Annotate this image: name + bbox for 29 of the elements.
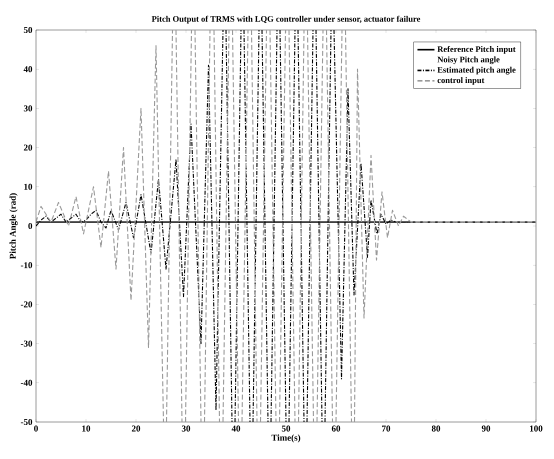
x-tick-label: 20 [132, 426, 140, 432]
legend-label: control input [438, 77, 484, 85]
y-tick-label: -10 [20, 262, 32, 268]
legend-label: Reference Pitch input [437, 46, 516, 54]
y-tick-label: 30 [24, 105, 32, 112]
x-tick-label: 40 [232, 426, 240, 432]
y-tick-label: -40 [20, 380, 32, 386]
y-tick-label: 40 [24, 66, 32, 72]
y-tick-label: -20 [20, 301, 32, 308]
y-tick-label: 20 [24, 144, 32, 151]
x-tick-label: 10 [82, 426, 90, 432]
y-tick-label: -50 [20, 418, 32, 426]
x-tick-label: 0 [34, 426, 38, 432]
legend-label: Estimated pitch angle [437, 66, 516, 74]
y-tick-label: 0 [28, 222, 32, 230]
y-axis-title: Pitch Angle (rad) [9, 193, 18, 259]
x-tick-label: 60 [332, 426, 340, 432]
x-tick-label: 50 [282, 426, 290, 432]
x-tick-label: 70 [382, 426, 390, 432]
x-axis-title: Time(s) [272, 434, 300, 443]
x-tick-label: 90 [482, 426, 490, 432]
x-tick-label: 100 [530, 426, 542, 432]
y-tick-label: 10 [24, 184, 32, 190]
chart-title: Pitch Output of TRMS with LQG controller under sensor, actuator failure [152, 16, 420, 24]
y-tick-label: 50 [24, 26, 32, 34]
y-tick-label: -30 [20, 340, 32, 347]
x-tick-label: 30 [182, 426, 190, 432]
text: Noisy Pitch angle [437, 56, 500, 64]
x-tick-label: 80 [432, 426, 440, 432]
